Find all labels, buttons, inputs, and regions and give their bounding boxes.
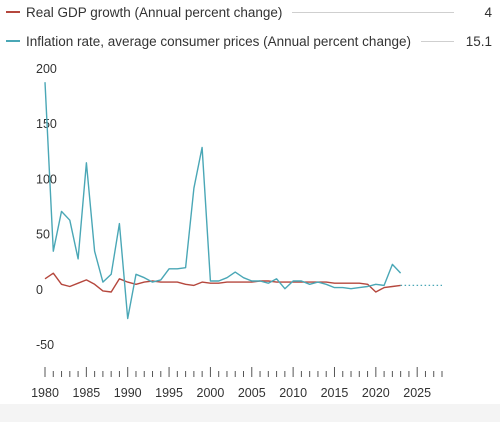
- legend-value-inflation: 15.1: [465, 33, 492, 49]
- legend-leader-line: [420, 40, 454, 42]
- gdp-swatch: [6, 11, 20, 13]
- x-tick-label: 2020: [362, 386, 390, 400]
- y-tick-label: 200: [36, 62, 57, 76]
- x-tick-label: 1980: [31, 386, 59, 400]
- x-tick-label: 1985: [72, 386, 100, 400]
- gdp-series-line: [44, 272, 401, 293]
- y-tick-label: 0: [36, 283, 43, 297]
- x-tick-label: 2025: [403, 386, 431, 400]
- inflation-swatch: [6, 40, 20, 42]
- legend-item-inflation[interactable]: Inflation rate, average consumer prices …: [6, 30, 492, 52]
- legend-label-gdp: Real GDP growth (Annual percent change): [26, 4, 283, 20]
- legend-leader-line: [292, 11, 454, 13]
- y-tick-label: -50: [36, 338, 54, 352]
- inflation-series-line: [44, 82, 402, 320]
- x-tick-label: 1990: [114, 386, 142, 400]
- legend-value-gdp: 4: [484, 4, 492, 20]
- x-tick-label: 2000: [197, 386, 225, 400]
- y-tick-label: 100: [36, 172, 57, 186]
- x-tick-label: 2015: [321, 386, 349, 400]
- x-tick-label: 2010: [279, 386, 307, 400]
- legend-label-inflation: Inflation rate, average consumer prices …: [26, 33, 411, 49]
- footer-band: [0, 404, 500, 422]
- x-tick-label: 2005: [238, 386, 266, 400]
- legend-item-gdp[interactable]: Real GDP growth (Annual percent change) …: [6, 1, 492, 23]
- x-tick-label: 1995: [155, 386, 183, 400]
- y-tick-label: 50: [36, 228, 50, 242]
